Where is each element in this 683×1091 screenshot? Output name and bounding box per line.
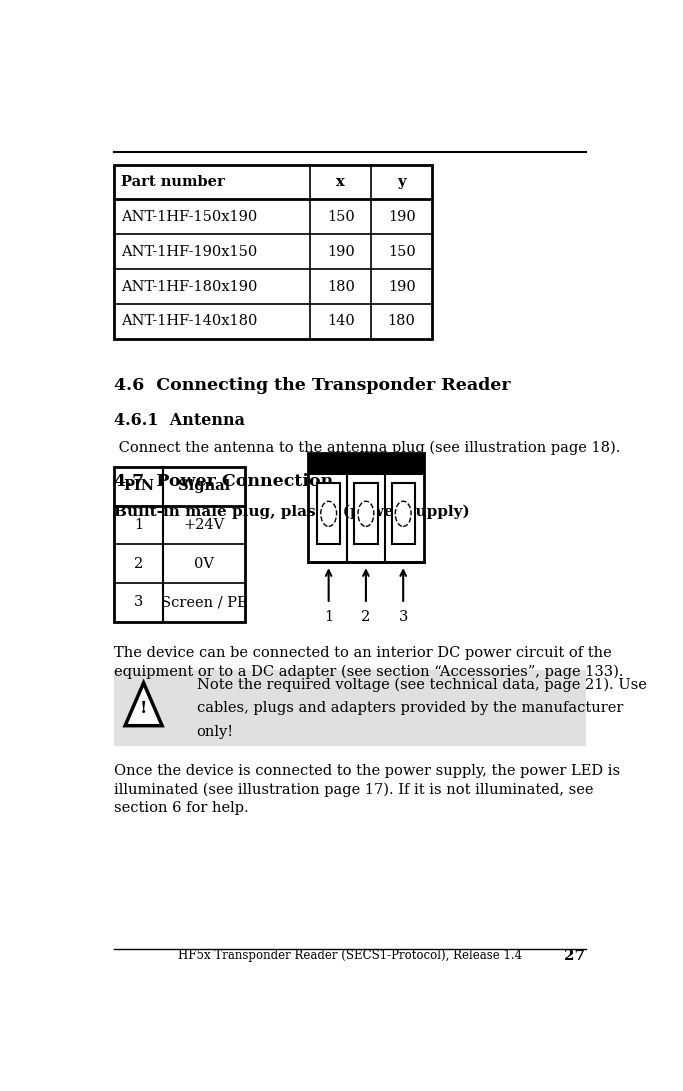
Circle shape: [358, 501, 374, 526]
Text: 0V: 0V: [194, 556, 214, 571]
Text: Connect the antenna to the antenna plug (see illustration page 18).: Connect the antenna to the antenna plug …: [115, 441, 621, 455]
Bar: [391, 483, 415, 544]
Text: Screen / PE: Screen / PE: [161, 596, 247, 609]
Text: 190: 190: [388, 279, 415, 293]
Text: 190: 190: [388, 209, 415, 224]
Text: ANT-1HF-190x150: ANT-1HF-190x150: [121, 244, 257, 259]
Text: !: !: [140, 700, 148, 718]
Text: 180: 180: [388, 314, 415, 328]
Bar: [317, 483, 340, 544]
Text: only!: only!: [197, 724, 234, 739]
Polygon shape: [125, 683, 162, 726]
Bar: [115, 670, 585, 746]
Bar: [308, 453, 424, 466]
Text: ANT-1HF-180x190: ANT-1HF-180x190: [121, 279, 257, 293]
Text: 190: 190: [327, 244, 354, 259]
Text: HF5x Transponder Reader (SECS1-Protocol), Release 1.4: HF5x Transponder Reader (SECS1-Protocol)…: [178, 949, 522, 962]
Text: y: y: [398, 175, 406, 189]
Text: Built-in male plug, plastic (power supply): Built-in male plug, plastic (power suppl…: [115, 505, 470, 519]
Bar: [115, 467, 245, 622]
Text: equipment or to a DC adapter (see section “Accessories”, page 133).: equipment or to a DC adapter (see sectio…: [115, 664, 624, 679]
Text: 180: 180: [327, 279, 354, 293]
Bar: [308, 466, 424, 475]
Text: 4.7  Power Connection: 4.7 Power Connection: [115, 473, 334, 490]
Text: The device can be connected to an interior DC power circuit of the: The device can be connected to an interi…: [115, 647, 612, 660]
Text: 140: 140: [327, 314, 354, 328]
Text: 1: 1: [135, 518, 143, 532]
Text: ANT-1HF-150x190: ANT-1HF-150x190: [121, 209, 257, 224]
Bar: [308, 453, 424, 562]
Text: +24V: +24V: [184, 518, 225, 532]
Text: 150: 150: [327, 209, 354, 224]
Text: 2: 2: [361, 610, 371, 624]
Text: cables, plugs and adapters provided by the manufacturer: cables, plugs and adapters provided by t…: [197, 702, 623, 715]
Text: 27: 27: [564, 949, 585, 963]
Text: Once the device is connected to the power supply, the power LED is: Once the device is connected to the powe…: [115, 764, 621, 778]
Bar: [115, 165, 432, 339]
Circle shape: [321, 501, 337, 526]
Text: 4.6  Connecting the Transponder Reader: 4.6 Connecting the Transponder Reader: [115, 376, 511, 394]
Text: section 6 for help.: section 6 for help.: [115, 801, 249, 815]
Text: 2: 2: [135, 556, 143, 571]
Text: Signal: Signal: [178, 479, 230, 493]
Bar: [354, 483, 378, 544]
Text: illuminated (see illustration page 17). If it is not illuminated, see: illuminated (see illustration page 17). …: [115, 782, 594, 796]
Text: 1: 1: [324, 610, 333, 624]
Text: 3: 3: [134, 596, 143, 609]
Text: Note the required voltage (see technical data, page 21). Use: Note the required voltage (see technical…: [197, 678, 646, 692]
Text: 3: 3: [398, 610, 408, 624]
Circle shape: [395, 501, 411, 526]
Text: PIN: PIN: [123, 479, 154, 493]
Text: Part number: Part number: [121, 175, 225, 189]
Text: x: x: [337, 175, 345, 189]
Text: ANT-1HF-140x180: ANT-1HF-140x180: [121, 314, 257, 328]
Text: 4.6.1  Antenna: 4.6.1 Antenna: [115, 411, 245, 429]
Text: 150: 150: [388, 244, 415, 259]
